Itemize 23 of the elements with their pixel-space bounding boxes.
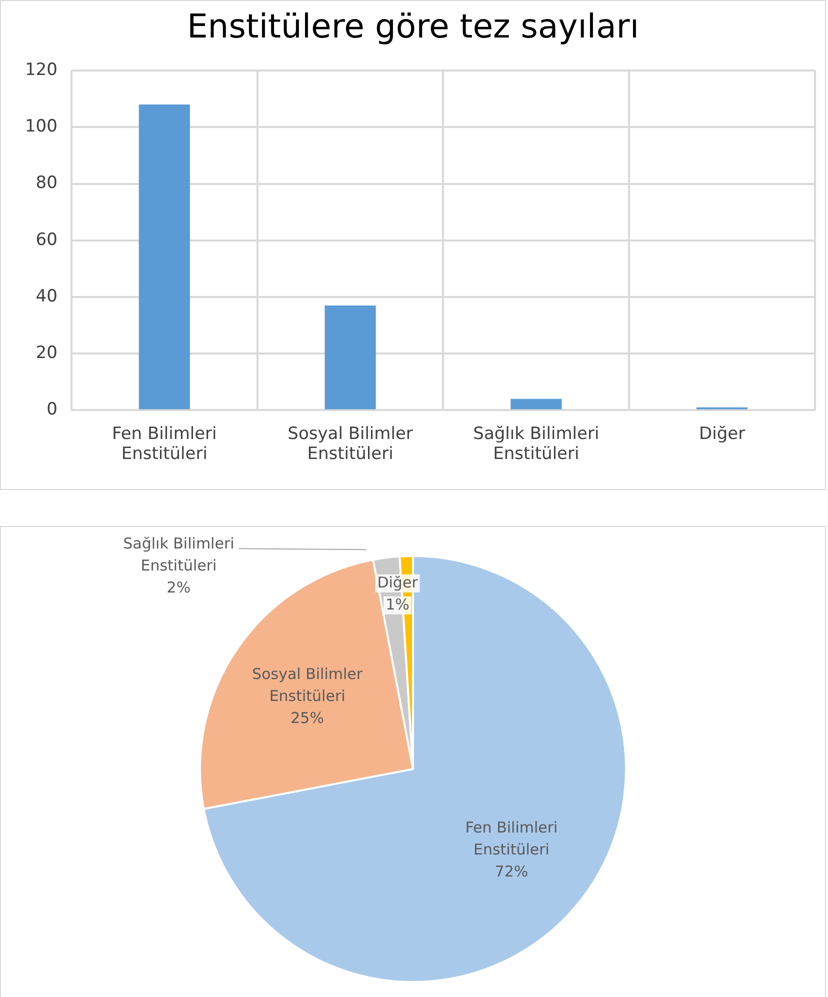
data-label: 2% xyxy=(166,578,191,597)
bar xyxy=(138,104,190,410)
x-tick-label: Sosyal Bilimler Enstitüleri xyxy=(288,424,413,464)
bar xyxy=(324,305,376,410)
data-label: 1% xyxy=(386,595,410,614)
y-tick-label: 0 xyxy=(46,400,58,420)
y-tick-label: 80 xyxy=(36,173,58,194)
slice-label: Sosyal Bilimler Enstitüleri xyxy=(252,665,364,706)
x-tick-label: Diğer xyxy=(699,424,746,444)
slice-label: Sağlık Bilimleri Enstitüleri xyxy=(123,534,234,575)
y-tick-label: 120 xyxy=(24,60,58,80)
x-tick-label: Sağlık Bilimleri Enstitüleri xyxy=(473,424,600,464)
slice-label: Fen Bilimleri Enstitüleri xyxy=(465,818,558,858)
y-tick-label: 100 xyxy=(24,116,58,137)
y-tick-label: 60 xyxy=(36,230,58,250)
y-tick-label: 40 xyxy=(36,286,58,306)
slice-label: Diğer xyxy=(377,573,419,592)
chart-title: Enstitülere göre tez sayıları xyxy=(186,6,640,46)
data-label: 72% xyxy=(494,862,528,880)
x-tick-label: Fen Bilimleri Enstitüleri xyxy=(112,424,217,464)
y-tick-label: 20 xyxy=(36,343,58,364)
data-label: 25% xyxy=(290,709,324,728)
bar xyxy=(510,398,562,410)
